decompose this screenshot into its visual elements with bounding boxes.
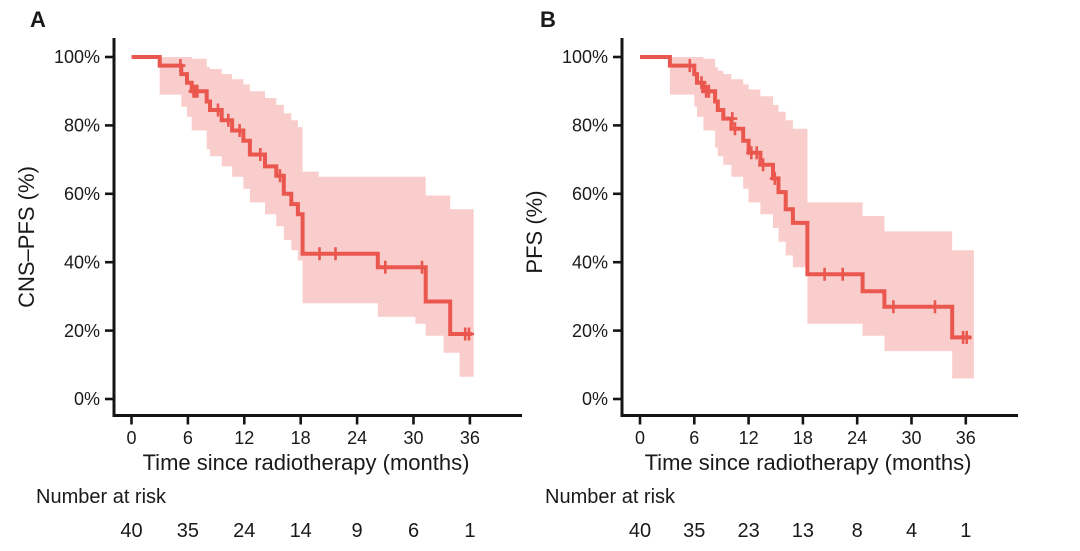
number-at-risk-value: 8 bbox=[852, 520, 863, 542]
x-tick-label: 12 bbox=[739, 428, 759, 448]
number-at-risk-value: 40 bbox=[120, 520, 142, 542]
censor-mark bbox=[330, 247, 341, 261]
censor-mark bbox=[888, 300, 899, 314]
censor-mark bbox=[464, 327, 474, 341]
censor-mark bbox=[380, 260, 391, 274]
number-at-risk-value: 35 bbox=[177, 520, 199, 542]
number-at-risk-value: 14 bbox=[290, 520, 312, 542]
y-tick-label: 0% bbox=[582, 389, 608, 409]
censor-mark bbox=[684, 59, 695, 73]
censor-mark bbox=[837, 267, 848, 281]
confidence-band-B bbox=[669, 57, 974, 379]
panel-a-label: A bbox=[30, 7, 46, 32]
censor-mark bbox=[314, 247, 325, 261]
panel-a-y-axis-title: CNS–PFS (%) bbox=[14, 166, 39, 308]
x-tick-label: 36 bbox=[956, 428, 976, 448]
censor-mark bbox=[769, 171, 780, 185]
censor-mark bbox=[192, 84, 203, 98]
y-tick-label: 80% bbox=[64, 116, 100, 136]
y-tick-label: 80% bbox=[572, 116, 608, 136]
y-tick-label: 100% bbox=[54, 47, 100, 67]
y-tick-label: 100% bbox=[562, 47, 608, 67]
x-tick-label: 12 bbox=[234, 428, 254, 448]
x-tick-label: 30 bbox=[901, 428, 921, 448]
x-tick-label: 24 bbox=[847, 428, 867, 448]
axes-B bbox=[620, 38, 1018, 417]
censor-mark bbox=[213, 103, 223, 117]
number-at-risk-value: 6 bbox=[408, 520, 419, 542]
censor-mark bbox=[417, 260, 427, 274]
panel-b-x-axis-title: Time since radiotherapy (months) bbox=[644, 450, 972, 475]
confidence-band-A bbox=[159, 57, 474, 377]
x-tick-label: 24 bbox=[347, 428, 367, 448]
x-tick-label: 30 bbox=[403, 428, 423, 448]
y-tick-label: 0% bbox=[74, 389, 100, 409]
x-tick-label: 18 bbox=[291, 428, 311, 448]
censor-mark bbox=[730, 122, 740, 136]
y-tick-label: 60% bbox=[572, 184, 608, 204]
x-tick-label: 36 bbox=[460, 428, 480, 448]
y-tick-label: 40% bbox=[64, 252, 100, 272]
censor-mark bbox=[223, 113, 234, 127]
x-tick-label: 18 bbox=[793, 428, 813, 448]
censor-mark bbox=[751, 146, 762, 160]
censor-mark bbox=[703, 84, 714, 98]
x-tick-label: 0 bbox=[126, 428, 136, 448]
number-at-risk-value: 24 bbox=[233, 520, 255, 542]
censor-mark bbox=[930, 300, 940, 314]
y-tick-label: 60% bbox=[64, 184, 100, 204]
y-tick-label: 20% bbox=[572, 321, 608, 341]
censor-mark bbox=[758, 158, 769, 172]
number-at-risk-value: 4 bbox=[906, 520, 917, 542]
number-at-risk-value: 13 bbox=[792, 520, 814, 542]
censor-mark bbox=[275, 169, 285, 183]
x-tick-label: 0 bbox=[635, 428, 645, 448]
number-at-risk-value: 1 bbox=[464, 520, 475, 542]
censor-mark bbox=[819, 267, 830, 281]
number-at-risk-value: 9 bbox=[352, 520, 363, 542]
panel-a-x-axis-title: Time since radiotherapy (months) bbox=[142, 450, 470, 475]
number-at-risk-value: 1 bbox=[960, 520, 971, 542]
censor-mark bbox=[696, 76, 707, 90]
y-tick-label: 20% bbox=[64, 321, 100, 341]
censor-mark bbox=[255, 148, 266, 161]
number-at-risk-value: 23 bbox=[737, 520, 759, 542]
axes-A bbox=[112, 38, 522, 417]
y-tick-label: 40% bbox=[572, 252, 608, 272]
number-at-risk-value: 35 bbox=[683, 520, 705, 542]
panel-b-number-at-risk-header: Number at risk bbox=[545, 486, 676, 508]
panel-b-y-axis-title: PFS (%) bbox=[522, 190, 547, 274]
censor-mark bbox=[727, 112, 738, 126]
censor-mark bbox=[961, 330, 972, 344]
number-at-risk-value: 40 bbox=[629, 520, 651, 542]
panel-b-label: B bbox=[540, 7, 556, 32]
panel-a-number-at-risk-header: Number at risk bbox=[36, 486, 167, 508]
x-tick-label: 6 bbox=[689, 428, 699, 448]
censor-mark bbox=[234, 124, 245, 137]
x-tick-label: 6 bbox=[183, 428, 193, 448]
censor-mark bbox=[175, 59, 186, 73]
